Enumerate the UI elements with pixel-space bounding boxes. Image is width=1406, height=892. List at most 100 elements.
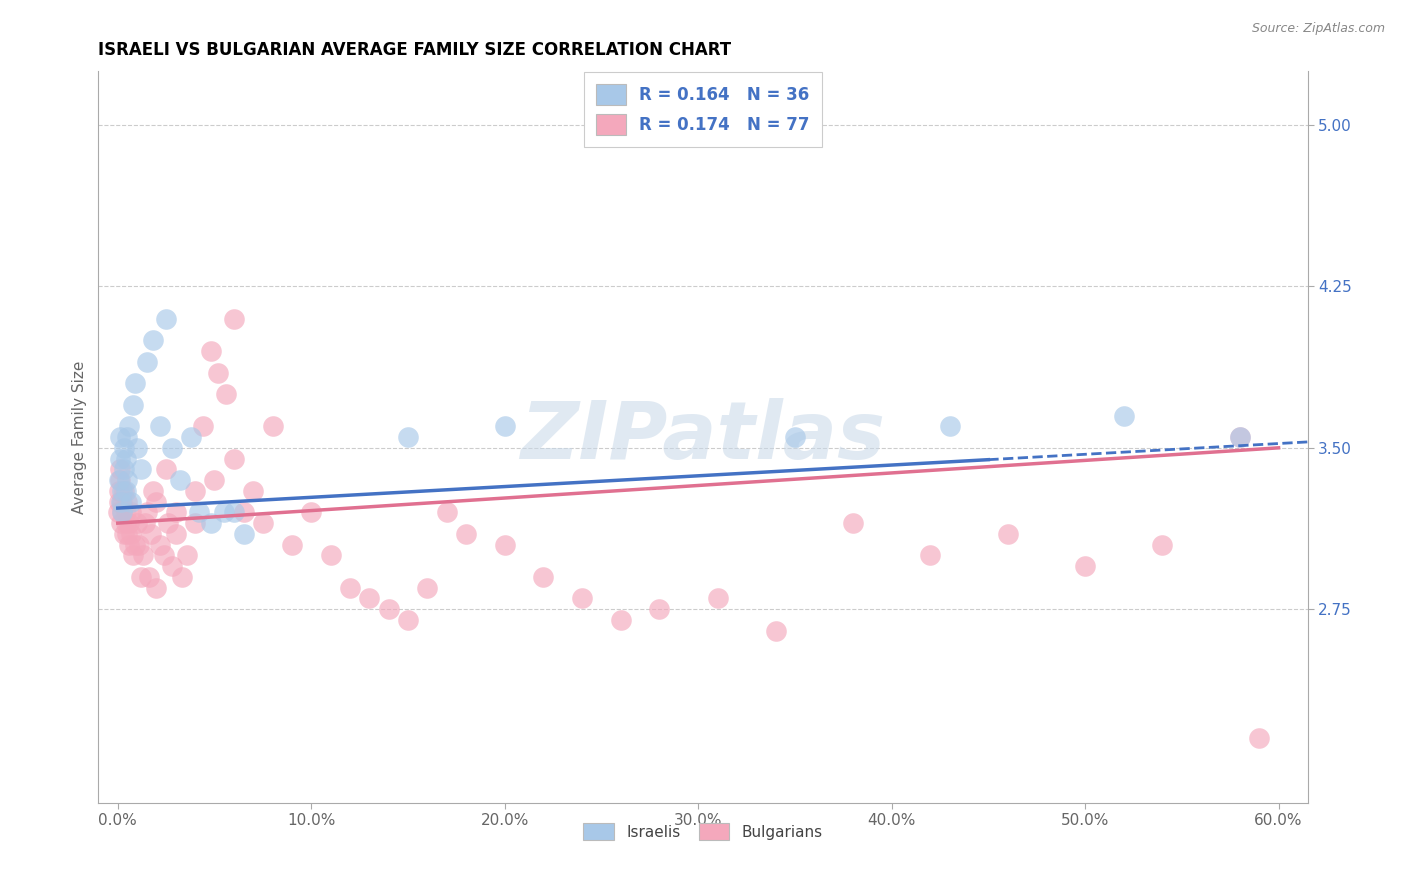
Point <box>610 613 633 627</box>
Point <box>396 613 419 627</box>
Point <box>120 505 142 519</box>
Point <box>138 570 160 584</box>
Point <box>145 581 167 595</box>
Point <box>107 505 129 519</box>
Point <box>920 549 942 563</box>
Point <box>155 462 177 476</box>
Point <box>111 505 134 519</box>
Point <box>176 549 198 563</box>
Point <box>117 473 139 487</box>
Point <box>129 462 152 476</box>
Point <box>149 538 172 552</box>
Point <box>134 516 156 530</box>
Point <box>129 570 152 584</box>
Point <box>997 527 1019 541</box>
Point <box>142 333 165 347</box>
Point <box>117 527 139 541</box>
Point <box>132 549 155 563</box>
Point <box>396 430 419 444</box>
Point <box>111 483 134 498</box>
Point <box>319 549 342 563</box>
Point <box>112 483 135 498</box>
Point <box>122 398 145 412</box>
Point <box>135 505 157 519</box>
Point <box>108 473 131 487</box>
Point <box>252 516 274 530</box>
Point <box>531 570 554 584</box>
Point <box>232 527 254 541</box>
Point <box>107 483 129 498</box>
Point <box>124 538 146 552</box>
Point <box>169 473 191 487</box>
Point <box>1249 731 1271 746</box>
Point <box>128 538 150 552</box>
Point <box>200 516 222 530</box>
Point <box>184 516 207 530</box>
Point <box>142 483 165 498</box>
Point <box>117 494 139 508</box>
Point <box>114 516 136 530</box>
Point <box>124 376 146 391</box>
Point <box>165 527 187 541</box>
Point <box>112 527 135 541</box>
Point <box>112 441 135 455</box>
Point <box>1152 538 1174 552</box>
Point <box>112 462 135 476</box>
Point <box>114 483 136 498</box>
Point <box>200 344 222 359</box>
Point <box>299 505 322 519</box>
Point <box>180 430 202 444</box>
Point <box>359 591 381 606</box>
Point <box>157 516 180 530</box>
Point <box>571 591 593 606</box>
Point <box>127 516 149 530</box>
Point <box>184 483 207 498</box>
Point <box>108 494 131 508</box>
Point <box>117 430 139 444</box>
Point <box>1112 409 1135 423</box>
Point <box>160 441 183 455</box>
Point <box>222 451 245 466</box>
Point <box>110 516 132 530</box>
Legend: Israelis, Bulgarians: Israelis, Bulgarians <box>578 816 828 847</box>
Point <box>153 549 176 563</box>
Point <box>436 505 458 519</box>
Point <box>111 494 134 508</box>
Point <box>454 527 477 541</box>
Text: Source: ZipAtlas.com: Source: ZipAtlas.com <box>1251 22 1385 36</box>
Point <box>1074 559 1097 574</box>
Point <box>212 505 235 519</box>
Point <box>494 538 516 552</box>
Point <box>783 430 806 444</box>
Point <box>494 419 516 434</box>
Point <box>222 311 245 326</box>
Point <box>706 591 728 606</box>
Point <box>204 473 226 487</box>
Point <box>127 441 149 455</box>
Point <box>114 505 136 519</box>
Point <box>765 624 787 638</box>
Point <box>139 527 162 541</box>
Point <box>377 602 399 616</box>
Point <box>842 516 865 530</box>
Point <box>207 366 229 380</box>
Point <box>938 419 960 434</box>
Point <box>111 505 134 519</box>
Point <box>648 602 671 616</box>
Point <box>215 387 238 401</box>
Point <box>188 505 211 519</box>
Point <box>145 494 167 508</box>
Point <box>135 355 157 369</box>
Point <box>242 483 264 498</box>
Point <box>120 494 142 508</box>
Point <box>1229 430 1251 444</box>
Point <box>118 538 141 552</box>
Point <box>262 419 284 434</box>
Point <box>155 311 177 326</box>
Point <box>281 538 304 552</box>
Point <box>120 527 142 541</box>
Point <box>1229 430 1251 444</box>
Point <box>108 462 131 476</box>
Point <box>165 505 187 519</box>
Point <box>118 516 141 530</box>
